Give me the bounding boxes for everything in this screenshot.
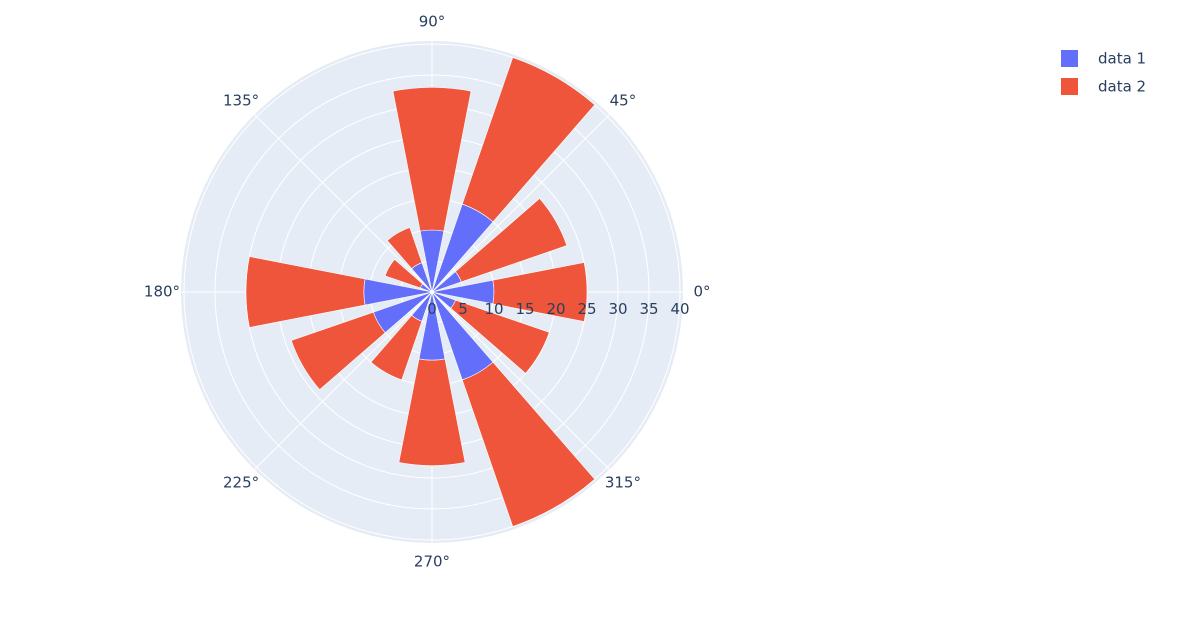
angular-gridline bbox=[431, 291, 610, 470]
polar-bar-2[interactable] bbox=[398, 358, 466, 466]
angular-gridline bbox=[254, 291, 433, 470]
legend-item[interactable]: data 2 bbox=[1061, 78, 1146, 96]
polar-bar-2[interactable] bbox=[461, 57, 596, 223]
radial-tick-label: 40 bbox=[670, 300, 689, 318]
angular-tick-label: 90° bbox=[419, 13, 446, 31]
legend-swatch bbox=[1061, 50, 1078, 67]
polar-bar-2[interactable] bbox=[386, 227, 423, 270]
radial-tick-label: 5 bbox=[458, 300, 468, 318]
angular-tick-label: 225° bbox=[223, 473, 259, 491]
polar-bar-2[interactable] bbox=[245, 256, 366, 328]
radial-tick-labels: 0 5 10 15 20 25 30 35 40 bbox=[427, 300, 689, 318]
angular-tick-label: 135° bbox=[223, 92, 259, 110]
radial-tick-label: 35 bbox=[639, 300, 658, 318]
polar-bar-2[interactable] bbox=[492, 262, 588, 322]
angular-tick-labels: 0° 45° 90° 135° 180° 225° 270° 315° bbox=[144, 13, 711, 571]
legend[interactable]: data 1 data 2 bbox=[1061, 50, 1146, 96]
radial-tick-label: 10 bbox=[484, 300, 503, 318]
angular-tick-label: 0° bbox=[693, 283, 710, 301]
polar-bar-2[interactable] bbox=[370, 314, 423, 381]
radial-tick-label: 20 bbox=[546, 300, 565, 318]
radial-tick-label: 30 bbox=[608, 300, 627, 318]
legend-label: data 2 bbox=[1098, 78, 1146, 96]
polar-bar-2[interactable] bbox=[392, 87, 472, 232]
polar-bar-2[interactable] bbox=[290, 311, 386, 391]
angular-gridline bbox=[431, 114, 610, 293]
radial-tick-label: 15 bbox=[515, 300, 534, 318]
legend-swatch bbox=[1061, 78, 1078, 95]
polar-bar-2[interactable] bbox=[454, 198, 568, 283]
angular-gridline bbox=[254, 114, 433, 293]
legend-item[interactable]: data 1 bbox=[1061, 50, 1146, 68]
angular-tick-label: 270° bbox=[414, 553, 450, 571]
legend-label: data 1 bbox=[1098, 50, 1146, 68]
polar-bar-2[interactable] bbox=[450, 299, 550, 374]
angular-tick-label: 315° bbox=[605, 473, 641, 491]
polar-bar-2[interactable] bbox=[384, 259, 424, 289]
polar-bars bbox=[245, 57, 596, 527]
polar-bar-2[interactable] bbox=[461, 361, 596, 527]
radial-tick-label: 25 bbox=[577, 300, 596, 318]
radial-tick-label: 0 bbox=[427, 300, 437, 318]
angular-tick-label: 45° bbox=[610, 92, 637, 110]
angular-tick-label: 180° bbox=[144, 283, 180, 301]
